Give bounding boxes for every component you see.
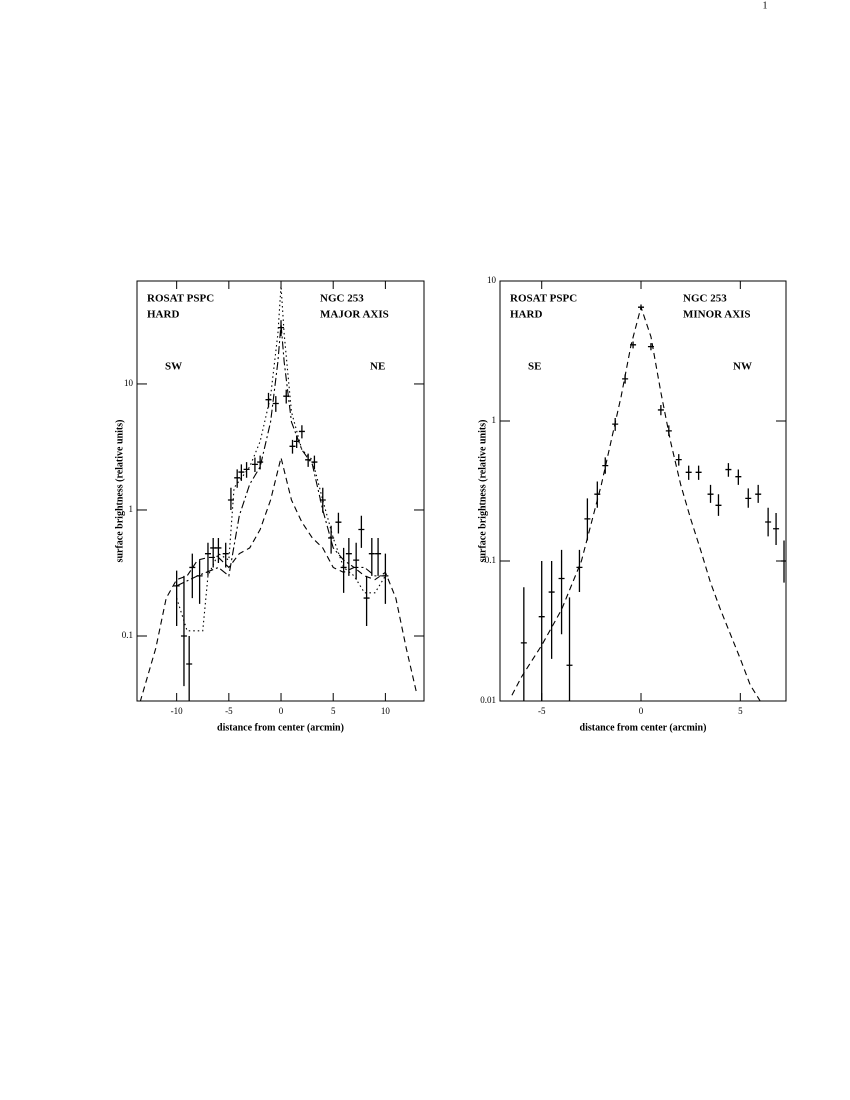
annotation: SE [528, 361, 541, 373]
data-point [257, 455, 264, 470]
y-tick-label: 10 [487, 275, 497, 285]
data-point [602, 457, 609, 474]
x-tick-label: 0 [279, 706, 284, 716]
data-point [685, 465, 692, 480]
data-point [210, 537, 217, 568]
data-point [215, 537, 222, 563]
annotation: NGC 253 [320, 293, 364, 305]
data-point [243, 462, 250, 478]
data-point [251, 457, 258, 473]
data-point [345, 537, 352, 576]
data-point [538, 561, 545, 701]
data-point [781, 540, 786, 583]
y-axis-label: surface brightness (relative units) [114, 420, 125, 563]
data-point [765, 507, 772, 537]
data-point [657, 405, 664, 416]
data-point [707, 484, 714, 503]
data-point [735, 469, 742, 485]
y-tick-label: 0.1 [485, 555, 496, 565]
x-tick-label: -5 [538, 706, 546, 716]
data-area [139, 285, 418, 701]
data-point [204, 542, 211, 576]
data-point [715, 494, 722, 516]
data-area [511, 304, 786, 701]
data-point [576, 549, 583, 593]
data-point [180, 575, 187, 687]
data-point [594, 481, 601, 508]
data-point [265, 392, 272, 408]
y-tick-label: 1 [492, 415, 497, 425]
y-axis-label: surface brightness (relative units) [477, 420, 488, 563]
annotation: SW [165, 361, 182, 373]
page-number: 1 [763, 0, 768, 11]
x-tick-label: 10 [381, 706, 391, 716]
data-point [755, 484, 762, 503]
x-tick-label: 5 [331, 706, 336, 716]
x-axis-label: distance from center (arcmin) [217, 722, 344, 733]
annotation: NGC 253 [683, 293, 727, 305]
data-point [227, 487, 234, 510]
data-point [773, 513, 780, 546]
annotation: MINOR AXIS [683, 309, 751, 321]
data-point [695, 465, 702, 480]
data-point [745, 488, 752, 508]
model-curve [139, 457, 418, 701]
data-point [234, 469, 241, 488]
model-curve [511, 305, 761, 701]
data-point [289, 439, 296, 454]
data-point [272, 396, 279, 412]
data-point [189, 553, 196, 599]
data-point [353, 542, 360, 580]
data-point [358, 515, 365, 548]
plot-frame [136, 280, 425, 702]
data-point [340, 547, 347, 593]
data-point [335, 512, 342, 534]
data-point [382, 553, 389, 604]
data-point [196, 560, 203, 604]
data-point [222, 542, 229, 568]
data-point [298, 425, 305, 439]
y-tick-label: 0.1 [122, 630, 133, 640]
annotation: ROSAT PSPC [147, 293, 214, 305]
x-tick-label: -10 [171, 706, 183, 716]
annotation: NE [370, 361, 385, 373]
y-tick-label: 1 [129, 504, 134, 514]
y-tick-label: 0.01 [480, 695, 496, 705]
x-tick-label: 0 [639, 706, 644, 716]
plot: -10 -5 0 5 10 0.1 1 10 distance from center (arc… [114, 280, 425, 733]
annotation: NW [733, 361, 752, 373]
plot-frame [499, 280, 787, 702]
x-tick-label: 5 [738, 706, 743, 716]
plot: -5 0 5 0.01 0.1 1 10 distance from center (arcm… [477, 275, 787, 733]
annotation: HARD [510, 309, 542, 321]
annotation: MAJOR AXIS [320, 309, 389, 321]
data-point [584, 498, 591, 541]
x-axis-label: distance from center (arcmin) [580, 722, 707, 733]
data-point [725, 463, 732, 477]
data-point [238, 464, 245, 481]
annotation: HARD [147, 309, 179, 321]
data-point [558, 549, 565, 635]
data-point [548, 561, 555, 659]
data-point [368, 537, 375, 576]
data-point [328, 525, 335, 554]
data-point [186, 636, 193, 701]
model-curve [176, 323, 386, 587]
y-tick-label: 10 [124, 378, 134, 388]
data-point [520, 587, 527, 701]
x-tick-label: -5 [225, 706, 233, 716]
data-point [363, 575, 370, 627]
data-point [566, 597, 573, 701]
annotation: ROSAT PSPC [510, 293, 577, 305]
model-curve [176, 285, 386, 632]
data-point [675, 454, 682, 466]
data-point [375, 537, 382, 576]
